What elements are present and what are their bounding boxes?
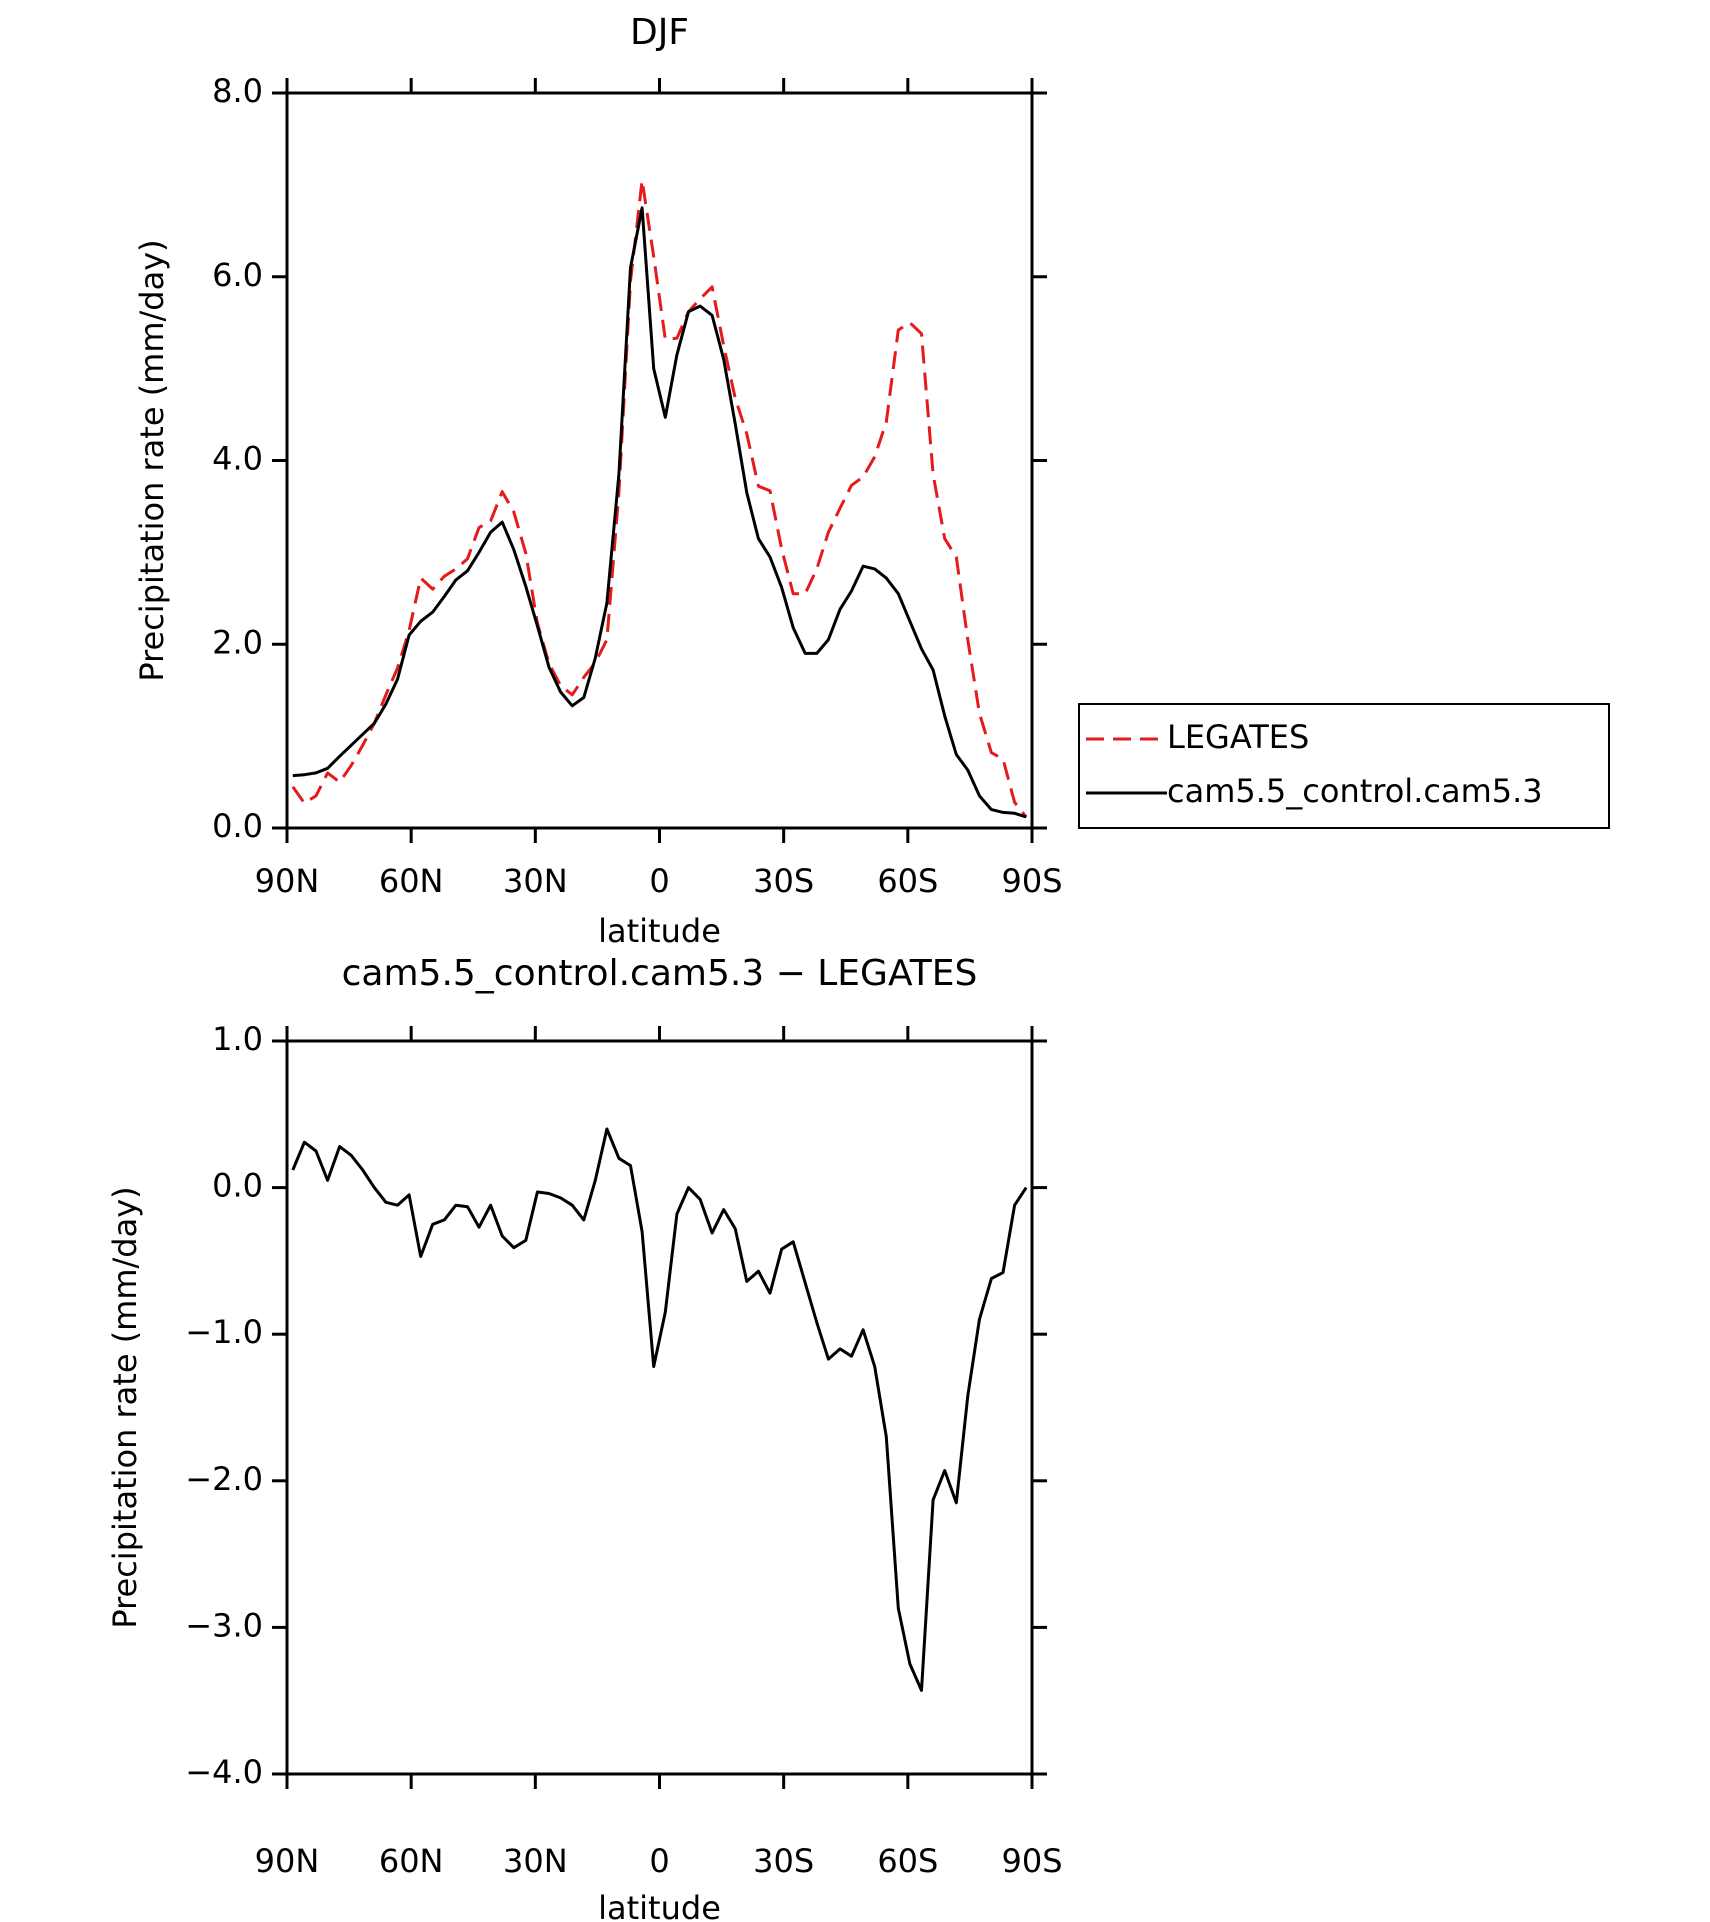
x-tick-label: 30S [753,862,814,900]
plot-frame [285,1039,1034,1776]
legend-label: LEGATES [1167,718,1309,756]
y-tick-label: 6.0 [212,256,263,294]
x-tick-label: 0 [649,862,669,900]
x-tick-label: 30N [503,862,568,900]
x-tick-label: 90N [255,862,320,900]
x-tick-label: 0 [649,1842,669,1880]
x-tick-label: 60N [379,862,444,900]
x-tick-label: 90N [255,1842,320,1880]
x-tick-label: 60N [379,1842,444,1880]
x-tick-label: 90S [1001,1842,1062,1880]
y-tick-label: 4.0 [212,440,263,478]
y-tick-label: 2.0 [212,623,263,661]
y-axis-label: Precipitation rate (mm/day) [106,1186,144,1628]
data-line [292,206,1027,819]
y-axis-label: Precipitation rate (mm/day) [133,239,171,681]
y-tick-label: −3.0 [185,1606,263,1644]
data-line [291,1127,1028,1692]
plot-frame [285,91,1034,830]
x-tick-label: 60S [877,862,938,900]
x-tick-label: 90S [1001,862,1062,900]
chart-title: cam5.5_control.cam5.3 − LEGATES [342,953,978,994]
x-tick-label: 60S [877,1842,938,1880]
x-tick-label: 30N [503,1842,568,1880]
y-tick-label: −2.0 [185,1460,263,1498]
y-tick-label: 1.0 [212,1020,263,1058]
y-tick-label: −1.0 [185,1313,263,1351]
legend: LEGATES cam5.5_control.cam5.3 [1078,703,1610,829]
y-tick-label: −4.0 [185,1753,263,1791]
x-axis-label: latitude [598,1889,721,1922]
chart-title: DJF [630,12,689,53]
y-tick-label: 8.0 [212,72,263,110]
data-line [291,178,1028,818]
x-axis-label: latitude [598,912,721,950]
x-tick-label: 30S [753,1842,814,1880]
y-tick-label: 0.0 [212,807,263,845]
y-tick-label: 0.0 [212,1167,263,1205]
legend-label: cam5.5_control.cam5.3 [1167,772,1543,810]
legend-box [1078,703,1610,829]
